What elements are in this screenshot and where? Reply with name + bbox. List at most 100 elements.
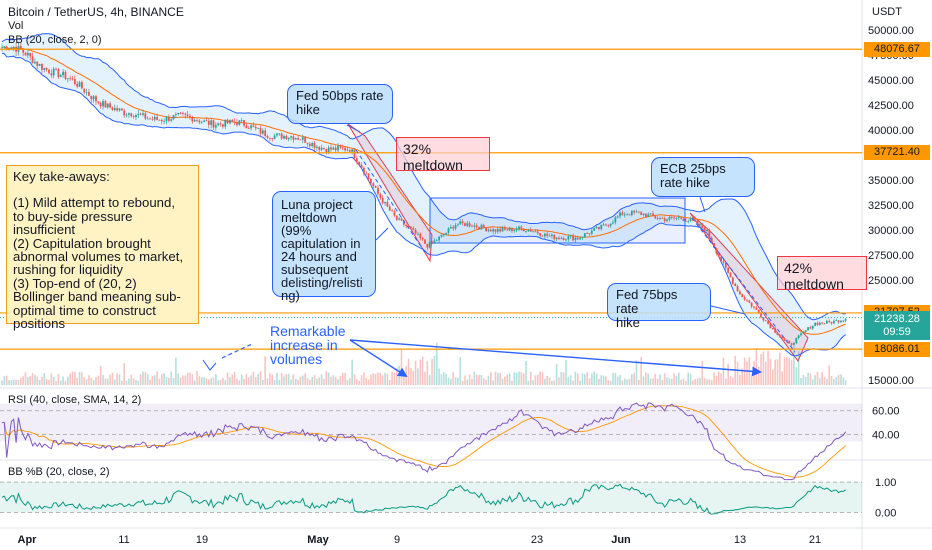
candle-body bbox=[214, 125, 217, 128]
volume-bar bbox=[412, 370, 415, 385]
candle-body bbox=[153, 116, 156, 120]
candle-body bbox=[388, 206, 391, 211]
price-tick-35000: 35000.00 bbox=[868, 175, 914, 187]
volume-bar bbox=[800, 377, 802, 385]
volume-bar bbox=[666, 377, 668, 385]
takeaway-line-11: optimal time to construct bbox=[13, 302, 156, 318]
candle-body bbox=[363, 167, 365, 174]
volume-bar bbox=[3, 376, 6, 385]
fed75-line2: hike bbox=[616, 315, 640, 330]
volume-bar bbox=[203, 377, 205, 385]
volume-bar bbox=[703, 378, 706, 385]
candle-body bbox=[99, 102, 102, 107]
volume-bar bbox=[43, 373, 46, 385]
takeaway-line-5: insufficient bbox=[13, 222, 76, 238]
volume-bar bbox=[438, 368, 440, 385]
volume-bar bbox=[473, 371, 476, 385]
candle-body bbox=[38, 64, 41, 66]
candle-body bbox=[381, 198, 384, 204]
candle-body bbox=[666, 219, 668, 221]
price-tick-25000: 25000.00 bbox=[868, 275, 914, 287]
bbpct-pane bbox=[0, 481, 862, 515]
candle-body bbox=[264, 130, 267, 137]
volume-bar bbox=[161, 374, 163, 385]
volume-bar bbox=[457, 377, 459, 385]
volume-bar bbox=[170, 371, 172, 385]
volume-bar bbox=[548, 377, 551, 385]
takeaway-line-3: (1) Mild attempt to rebound, bbox=[13, 195, 175, 211]
candle-body bbox=[395, 215, 398, 220]
candle-body bbox=[353, 149, 356, 159]
volume-bar bbox=[504, 376, 506, 385]
takeaway-line-10: Bollinger band meaning sub- bbox=[13, 289, 181, 305]
volume-bar bbox=[292, 374, 295, 385]
volume-bar bbox=[710, 380, 713, 385]
candle-body bbox=[370, 178, 372, 184]
bbpct-line bbox=[1, 483, 846, 515]
candle-body bbox=[790, 343, 793, 345]
volume-bar bbox=[656, 378, 659, 385]
candle-body bbox=[106, 103, 109, 108]
candle-body bbox=[614, 217, 617, 223]
candle-body bbox=[461, 221, 464, 224]
volume-bar bbox=[525, 360, 527, 385]
x-tick-21: 21 bbox=[809, 534, 821, 546]
volume-bar bbox=[210, 378, 212, 385]
candle-body bbox=[271, 138, 274, 139]
takeaway-line-6: (2) Capitulation brought bbox=[13, 235, 151, 251]
candle-body bbox=[358, 161, 361, 165]
candle-body bbox=[200, 121, 203, 123]
luna-line4: capitulation in bbox=[281, 236, 361, 251]
candle-body bbox=[722, 261, 725, 263]
candle-body bbox=[802, 331, 805, 334]
fed50-callout: Fed 50bps rate hike bbox=[287, 84, 393, 124]
volumes-line3: volumes bbox=[270, 351, 323, 367]
volume-bar bbox=[74, 371, 76, 385]
volume-bar bbox=[790, 360, 793, 385]
volume-bar bbox=[95, 377, 97, 385]
volume-bar bbox=[262, 380, 264, 385]
volume-bar bbox=[189, 372, 191, 385]
candle-body bbox=[400, 218, 403, 221]
candle-body bbox=[351, 149, 354, 152]
rsi-label: RSI (40, close, SMA, 14, 2) bbox=[8, 394, 142, 406]
candle-body bbox=[696, 220, 699, 225]
volume-bar bbox=[367, 379, 370, 385]
volume-bar bbox=[257, 373, 259, 385]
candle-body bbox=[743, 297, 746, 300]
candle-body bbox=[837, 320, 840, 323]
volume-bar bbox=[337, 379, 339, 385]
candle-body bbox=[402, 220, 405, 225]
candle-body bbox=[687, 220, 690, 222]
takeaway-line-9: (3) Top-end of (20, 2) bbox=[13, 275, 137, 291]
candle-body bbox=[637, 211, 640, 213]
volume-bar bbox=[212, 377, 215, 385]
volume-bar bbox=[560, 371, 563, 385]
price-tag-18086: 18086.01 bbox=[864, 341, 930, 357]
candle-body bbox=[581, 237, 584, 238]
volume-bar bbox=[602, 375, 605, 385]
candle-body bbox=[128, 113, 130, 115]
candle-body bbox=[508, 227, 511, 231]
volume-bar bbox=[224, 380, 227, 385]
candle-body bbox=[724, 262, 727, 268]
ecb25-line1: ECB 25bps bbox=[660, 161, 726, 176]
candle-body bbox=[739, 291, 741, 295]
candle-body bbox=[78, 82, 81, 87]
ecb25-callout: ECB 25bps rate hike bbox=[651, 157, 755, 197]
ecb25-line2: rate hike bbox=[660, 175, 710, 190]
volume-bar bbox=[736, 361, 739, 385]
volume-bar bbox=[626, 379, 628, 385]
candle-body bbox=[532, 231, 534, 233]
volume-bar bbox=[614, 372, 617, 385]
candle-body bbox=[478, 227, 480, 230]
volume-bar bbox=[539, 371, 541, 385]
candle-body bbox=[52, 68, 55, 76]
candle-body bbox=[118, 108, 121, 111]
bbpct-label: BB %B (20, close, 2) bbox=[8, 466, 110, 478]
candle-body bbox=[649, 213, 652, 215]
volume-bar bbox=[27, 377, 29, 385]
volume-bar bbox=[287, 373, 290, 385]
volume-bar bbox=[175, 357, 177, 385]
